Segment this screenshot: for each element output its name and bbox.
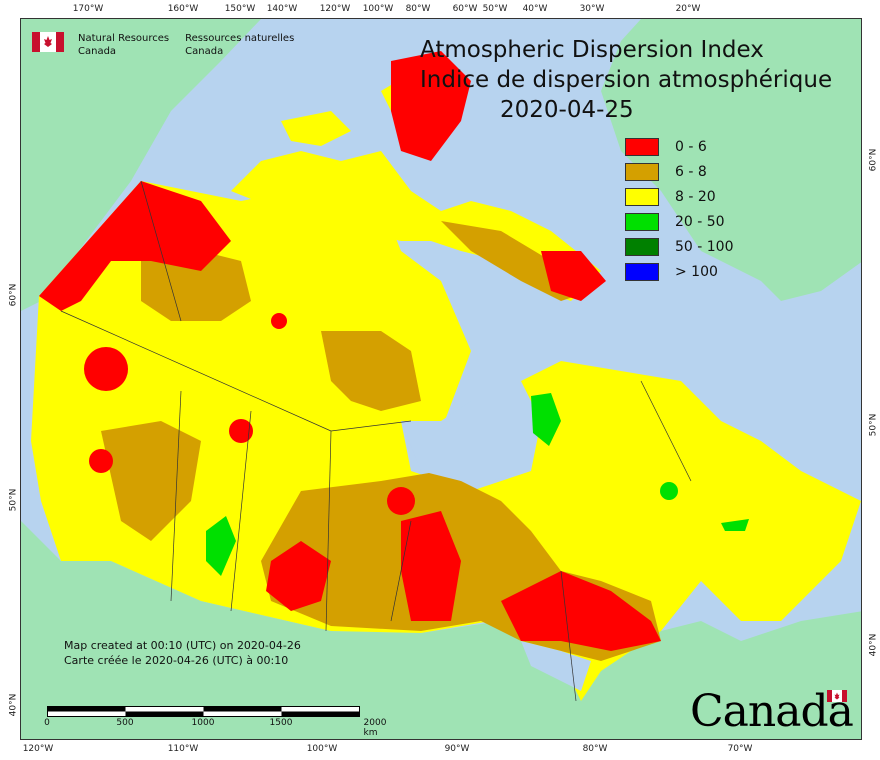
scale-label: 2000 km xyxy=(363,718,387,738)
graticule-label: 20°W xyxy=(675,4,701,14)
agency-en-line1: Natural Resources xyxy=(78,33,170,44)
very-good-zone-spot xyxy=(660,482,678,500)
graticule-label: 150°W xyxy=(224,4,256,14)
canada-yellow-base xyxy=(31,181,861,701)
legend-label: 6 - 8 xyxy=(675,163,707,180)
credit-en: Map created at 00:10 (UTC) on 2020-04-26 xyxy=(64,639,301,652)
graticule-label: 50°N xyxy=(8,488,19,512)
agency-en-line2: Canada xyxy=(78,46,117,57)
low-zone-spot-4 xyxy=(229,419,253,443)
scale-bar: 0 500 1000 1500 2000 km xyxy=(44,704,386,738)
map-canvas xyxy=(21,19,861,739)
graticule-label: 60°N xyxy=(8,283,19,307)
legend: 0 - 6 6 - 8 8 - 20 20 - 50 50 - 100 > 100 xyxy=(625,134,734,284)
graticule-label: 50°W xyxy=(482,4,508,14)
low-zone-baffin xyxy=(391,51,471,161)
moderate-zone-bc xyxy=(101,421,201,541)
scale-label: 1500 xyxy=(269,718,293,728)
credit-fr: Carte créée le 2020-04-26 (UTC) à 00:10 xyxy=(64,654,289,667)
arctic-island-2 xyxy=(281,111,351,146)
map-title-fr: Indice de dispersion atmosphérique xyxy=(420,67,833,93)
legend-item: 50 - 100 xyxy=(625,234,734,259)
graticule-label: 160°W xyxy=(167,4,199,14)
low-zone-yukon xyxy=(39,181,231,311)
province-boundaries xyxy=(60,180,692,702)
graticule-label: 110°W xyxy=(167,744,199,754)
scale-bar-graphic xyxy=(47,706,360,717)
moderate-zone-nw xyxy=(141,251,251,321)
very-good-zone-gulf xyxy=(721,519,749,531)
hudson-bay xyxy=(401,401,521,481)
map-title-en: Atmospheric Dispersion Index xyxy=(420,37,764,63)
legend-item: 8 - 20 xyxy=(625,184,734,209)
canada-wordmark: Canada xyxy=(690,686,854,737)
map-frame xyxy=(20,18,862,740)
legend-swatch xyxy=(625,137,659,156)
agency-fr-line2: Canada xyxy=(185,46,224,57)
agency-name-en: Natural Resources Canada xyxy=(78,32,169,58)
canada-flag-icon xyxy=(32,32,64,52)
greenland-land xyxy=(601,19,861,301)
very-good-zone-alberta xyxy=(206,516,236,576)
legend-item: > 100 xyxy=(625,259,734,284)
graticule-label: 70°W xyxy=(727,744,753,754)
legend-swatch xyxy=(625,262,659,281)
agency-logo-block: Natural Resources Canada Ressources natu… xyxy=(32,32,310,58)
graticule-label: 40°N xyxy=(868,633,879,657)
graticule-label: 60°W xyxy=(452,4,478,14)
legend-item: 20 - 50 xyxy=(625,209,734,234)
legend-label: 8 - 20 xyxy=(675,188,716,205)
graticule-label: 170°W xyxy=(72,4,104,14)
low-zone-spot-3 xyxy=(387,487,415,515)
legend-swatch xyxy=(625,187,659,206)
very-good-zone-quebec xyxy=(531,393,561,446)
legend-label: > 100 xyxy=(675,263,718,280)
usa-land xyxy=(21,521,861,739)
legend-label: 0 - 6 xyxy=(675,138,707,155)
graticule-label: 100°W xyxy=(306,744,338,754)
legend-item: 6 - 8 xyxy=(625,159,734,184)
graticule-label: 30°W xyxy=(579,4,605,14)
graticule-label: 80°W xyxy=(405,4,431,14)
scale-label: 1000 xyxy=(191,718,215,728)
wordmark-flag-icon xyxy=(827,690,847,702)
graticule-label: 140°W xyxy=(266,4,298,14)
agency-fr-line1: Ressources naturelles xyxy=(185,33,295,44)
graticule-label: 60°N xyxy=(868,148,879,172)
map-date: 2020-04-25 xyxy=(500,97,634,123)
alaska-land xyxy=(21,19,261,311)
scale-label: 0 xyxy=(44,718,50,728)
low-zone-manitoba xyxy=(266,541,331,611)
legend-swatch xyxy=(625,162,659,181)
graticule-label: 90°W xyxy=(444,744,470,754)
graticule-label: 120°W xyxy=(22,744,54,754)
map-credit: Map created at 00:10 (UTC) on 2020-04-26… xyxy=(64,638,301,668)
graticule-label: 120°W xyxy=(319,4,351,14)
low-zone-nw-ontario xyxy=(401,511,461,621)
graticule-label: 100°W xyxy=(362,4,394,14)
graticule-label: 80°W xyxy=(582,744,608,754)
scale-label: 500 xyxy=(116,718,134,728)
low-zone-spot-2 xyxy=(89,449,113,473)
legend-label: 20 - 50 xyxy=(675,213,725,230)
low-zone-labrador xyxy=(541,251,606,301)
legend-swatch xyxy=(625,237,659,256)
legend-item: 0 - 6 xyxy=(625,134,734,159)
agency-name-fr: Ressources naturelles Canada xyxy=(185,32,294,58)
low-zone-spot-1 xyxy=(84,347,128,391)
legend-label: 50 - 100 xyxy=(675,238,734,255)
moderate-zone-hudson xyxy=(321,331,421,411)
legend-swatch xyxy=(625,212,659,231)
graticule-label: 40°W xyxy=(522,4,548,14)
low-zone-ontario xyxy=(501,571,661,651)
graticule-label: 50°N xyxy=(868,413,879,437)
low-zone-spot-5 xyxy=(271,313,287,329)
graticule-label: 40°N xyxy=(8,693,19,717)
